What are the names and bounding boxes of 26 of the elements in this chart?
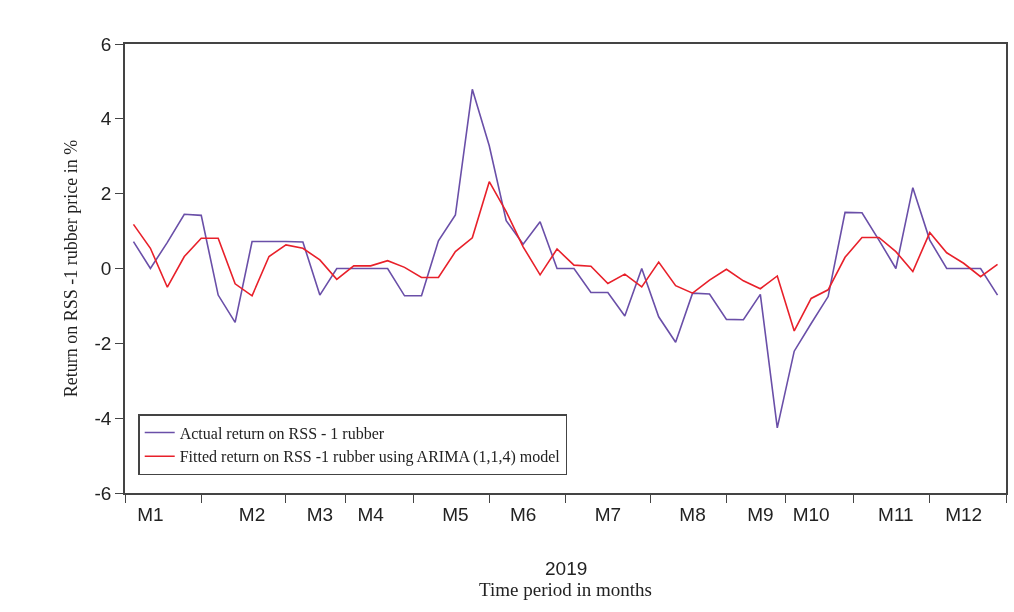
x-tick-label: M3 — [306, 504, 334, 525]
line-series — [132, 180, 999, 332]
x-tick-label: M11 — [878, 504, 914, 525]
x-tick-label: M1 — [137, 504, 164, 525]
text: 2019 — [545, 558, 588, 579]
x-tick-label: M2 — [238, 504, 266, 525]
x-tick-label: M6 — [509, 504, 537, 525]
y-tick-label: 2 — [100, 183, 112, 205]
y-tick-label: -2 — [94, 332, 112, 354]
x-axis-title: Time period in months — [479, 578, 652, 600]
x-tick-label: M10 — [792, 504, 830, 525]
y-tick-label: 0 — [100, 258, 112, 280]
y-axis-title: Return on RSS -1 rubber price in % — [61, 139, 82, 398]
y-tick-label: 6 — [100, 33, 112, 55]
legend-label: Actual return on RSS - 1 rubber — [179, 424, 385, 442]
y-tick-label: 4 — [100, 108, 112, 130]
x-tick-label: M5 — [442, 504, 469, 525]
x-tick-label: M9 — [747, 504, 774, 525]
legend-label: Fitted return on RSS -1 rubber using ARIMA (1,1,4) model — [179, 448, 561, 467]
line-series — [132, 88, 999, 429]
x-tick-label: M4 — [357, 504, 385, 525]
x-tick-label: M7 — [594, 504, 622, 525]
y-tick-label: -6 — [94, 482, 112, 504]
y-tick-label: -4 — [94, 407, 112, 429]
x-tick-label: M8 — [679, 504, 706, 525]
x-tick-label: M12 — [945, 504, 983, 525]
